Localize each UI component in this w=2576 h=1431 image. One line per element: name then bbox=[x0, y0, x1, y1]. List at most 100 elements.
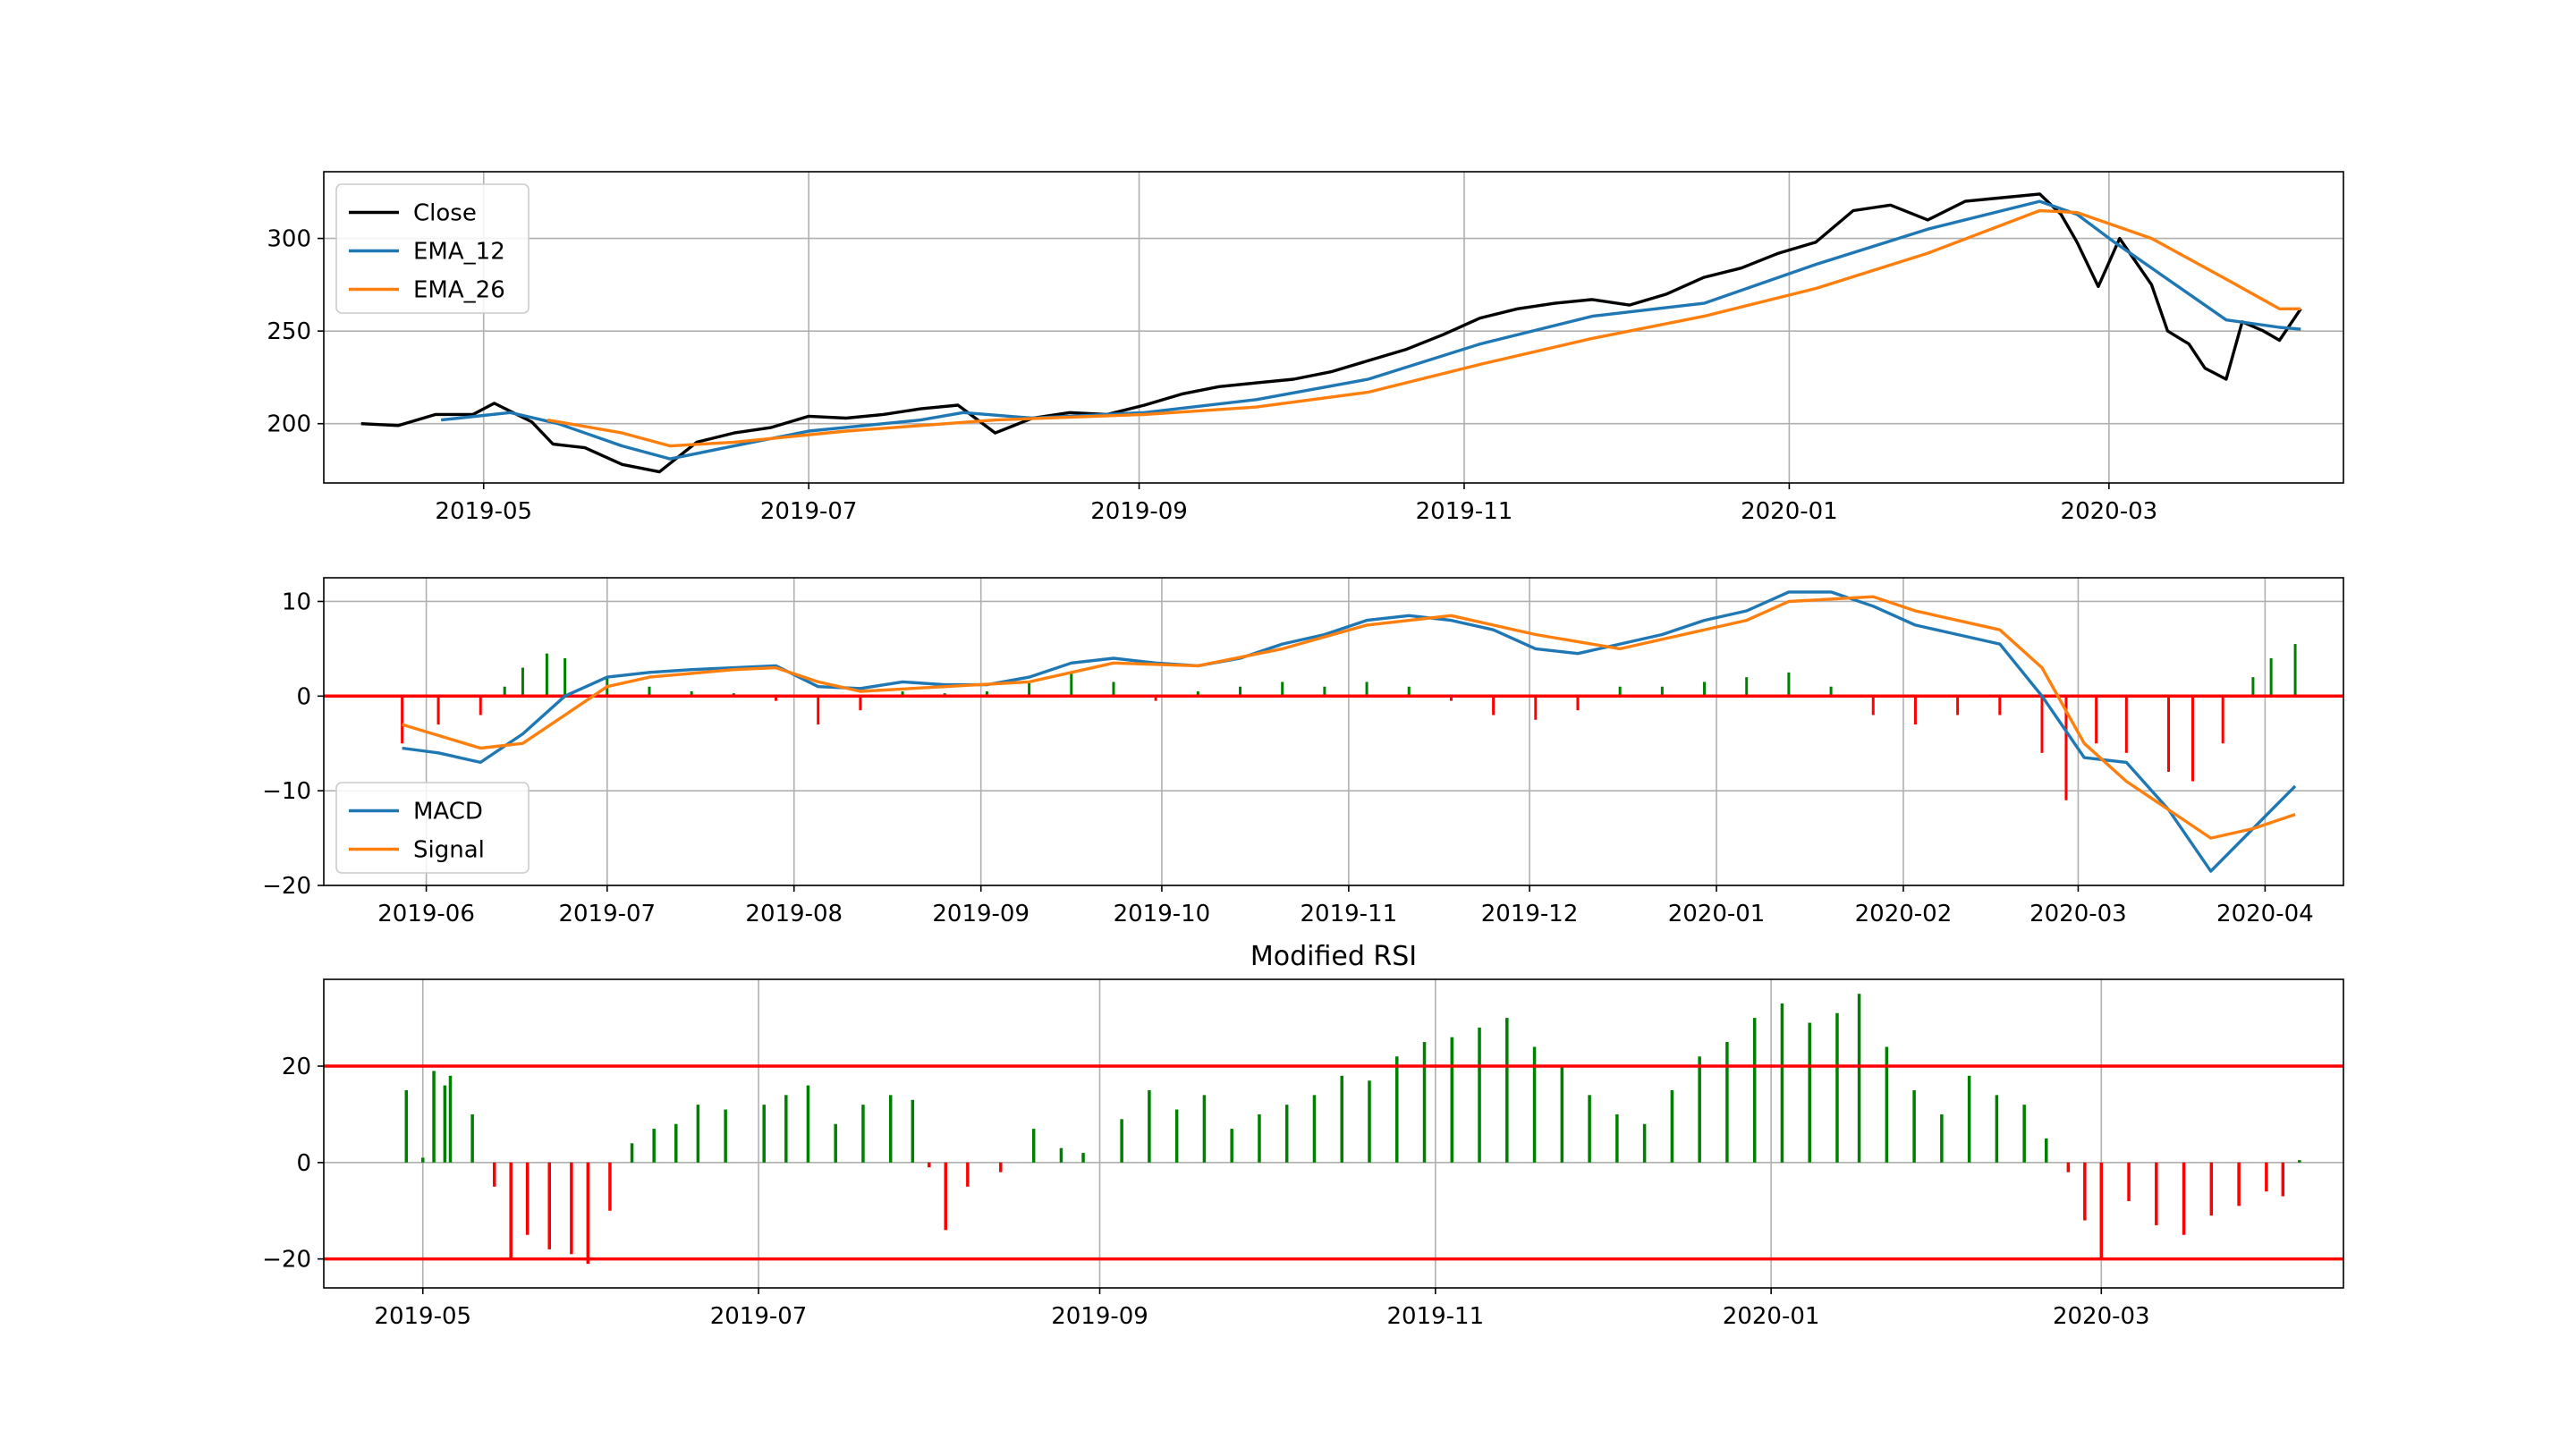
negative-bar bbox=[1871, 696, 1875, 716]
negative-bar bbox=[1913, 696, 1917, 725]
positive-bar bbox=[1323, 686, 1326, 697]
y-tick-label: 10 bbox=[282, 588, 311, 615]
x-tick-label: 2019-09 bbox=[932, 901, 1030, 927]
positive-bar bbox=[2251, 677, 2255, 697]
positive-bar bbox=[1112, 682, 1115, 697]
plot-area bbox=[324, 994, 2343, 1265]
axes-frame bbox=[323, 978, 2344, 1289]
legend-box bbox=[335, 183, 530, 314]
x-tick-label: 2019-05 bbox=[435, 498, 532, 525]
axes-frame bbox=[323, 171, 2344, 484]
positive-bar bbox=[1940, 1113, 1944, 1163]
negative-bar bbox=[608, 1162, 612, 1211]
price-ema-panel: 2019-05 2019-07 2019-09 2019-11 2020-01 2020-… bbox=[267, 171, 2344, 525]
legend-label: Signal bbox=[413, 837, 485, 864]
positive-bar bbox=[1407, 686, 1411, 697]
negative-bar bbox=[1534, 696, 1538, 720]
negative-bar bbox=[547, 1162, 552, 1249]
x-tick-label: 2020-03 bbox=[2061, 498, 2158, 525]
negative-bar bbox=[2265, 1162, 2268, 1192]
positive-bar bbox=[674, 1123, 678, 1163]
positive-bar bbox=[1835, 1012, 1839, 1163]
negative-bar bbox=[2221, 696, 2224, 744]
positive-bar bbox=[1081, 1153, 1085, 1163]
macd-panel: 2019-06 2019-07 2019-08 2019-09 2019-10 2019-… bbox=[262, 577, 2344, 927]
x-tick-label: 2019-11 bbox=[1387, 1303, 1485, 1330]
positive-bar bbox=[1281, 682, 1284, 697]
negative-bar bbox=[1449, 696, 1453, 701]
x-tick-label: 2020-01 bbox=[1741, 498, 1838, 525]
series-line-close bbox=[360, 192, 2302, 474]
positive-bar bbox=[1395, 1056, 1399, 1163]
positive-bar bbox=[521, 667, 524, 697]
positive-bar bbox=[1202, 1095, 1207, 1163]
x-tick-label: 2019-11 bbox=[1416, 498, 1513, 525]
positive-bar bbox=[1703, 682, 1707, 697]
legend: Close EMA_12 EMA_26 bbox=[335, 183, 530, 314]
positive-bar bbox=[1148, 1089, 1151, 1163]
positive-bar bbox=[690, 691, 693, 697]
positive-bar bbox=[1780, 1003, 1784, 1163]
negative-bar bbox=[492, 1162, 496, 1187]
x-tick-label: 2020-02 bbox=[1855, 901, 1953, 927]
positive-bar bbox=[1618, 686, 1622, 697]
positive-bar bbox=[1967, 1075, 1971, 1163]
positive-bar bbox=[1258, 1113, 1261, 1163]
negative-bar bbox=[2190, 696, 2194, 782]
positive-bar bbox=[1615, 1113, 1619, 1163]
positive-bar bbox=[470, 1113, 474, 1163]
x-tick-label: 2020-04 bbox=[2216, 901, 2314, 927]
positive-bar bbox=[2269, 657, 2273, 697]
negative-bar bbox=[1492, 696, 1496, 716]
negative-bar bbox=[586, 1162, 590, 1265]
chart-title: Modified RSI bbox=[1250, 941, 1417, 972]
negative-bar bbox=[2064, 696, 2068, 800]
x-tick-label: 2020-01 bbox=[1723, 1303, 1820, 1330]
negative-bar bbox=[2237, 1162, 2241, 1207]
positive-bar bbox=[1752, 1018, 1757, 1163]
positive-bar bbox=[1787, 672, 1791, 697]
x-tick-label: 2019-09 bbox=[1090, 498, 1188, 525]
positive-bar bbox=[911, 1099, 915, 1163]
positive-bar bbox=[432, 1071, 436, 1163]
positive-bar bbox=[1995, 1095, 1999, 1163]
x-tick-label: 2020-03 bbox=[2029, 901, 2127, 927]
x-tick-label: 2019-05 bbox=[374, 1303, 471, 1330]
series-line-ema-26 bbox=[547, 208, 2301, 448]
y-tick-label: −20 bbox=[262, 1247, 311, 1274]
x-tick-label: 2019-11 bbox=[1301, 901, 1398, 927]
positive-bar bbox=[648, 686, 651, 697]
positive-bar bbox=[443, 1085, 447, 1163]
negative-bar bbox=[2095, 696, 2098, 744]
negative-bar bbox=[401, 696, 404, 744]
y-tick-label: 0 bbox=[296, 683, 311, 710]
negative-bar bbox=[859, 696, 862, 711]
positive-bar bbox=[1857, 994, 1861, 1163]
positive-bar bbox=[1365, 682, 1368, 697]
negative-bar bbox=[999, 1162, 1003, 1173]
positive-bar bbox=[1422, 1042, 1427, 1163]
positive-bar bbox=[806, 1085, 810, 1163]
x-tick-label: 2020-01 bbox=[1668, 901, 1766, 927]
positive-bar bbox=[1478, 1027, 1481, 1163]
y-tick-label: 300 bbox=[267, 226, 311, 253]
negative-bar bbox=[2040, 696, 2044, 753]
positive-bar bbox=[1196, 691, 1199, 697]
positive-bar bbox=[1028, 682, 1031, 697]
positive-bar bbox=[1174, 1109, 1179, 1163]
positive-bar bbox=[1560, 1066, 1564, 1163]
negative-bar bbox=[928, 1162, 931, 1168]
plot-area bbox=[324, 590, 2343, 873]
positive-bar bbox=[2298, 1160, 2301, 1163]
negative-bar bbox=[479, 696, 482, 716]
positive-bar bbox=[1885, 1046, 1889, 1163]
positive-bar bbox=[1642, 1123, 1647, 1163]
positive-bar bbox=[2045, 1138, 2048, 1163]
positive-bar bbox=[2022, 1105, 2026, 1163]
legend-label: EMA_12 bbox=[413, 239, 505, 266]
negative-bar bbox=[2155, 1162, 2158, 1225]
negative-bar bbox=[2083, 1162, 2087, 1221]
positive-bar bbox=[1660, 686, 1664, 697]
x-tick-label: 2019-06 bbox=[377, 901, 475, 927]
axes-frame bbox=[323, 577, 2344, 886]
